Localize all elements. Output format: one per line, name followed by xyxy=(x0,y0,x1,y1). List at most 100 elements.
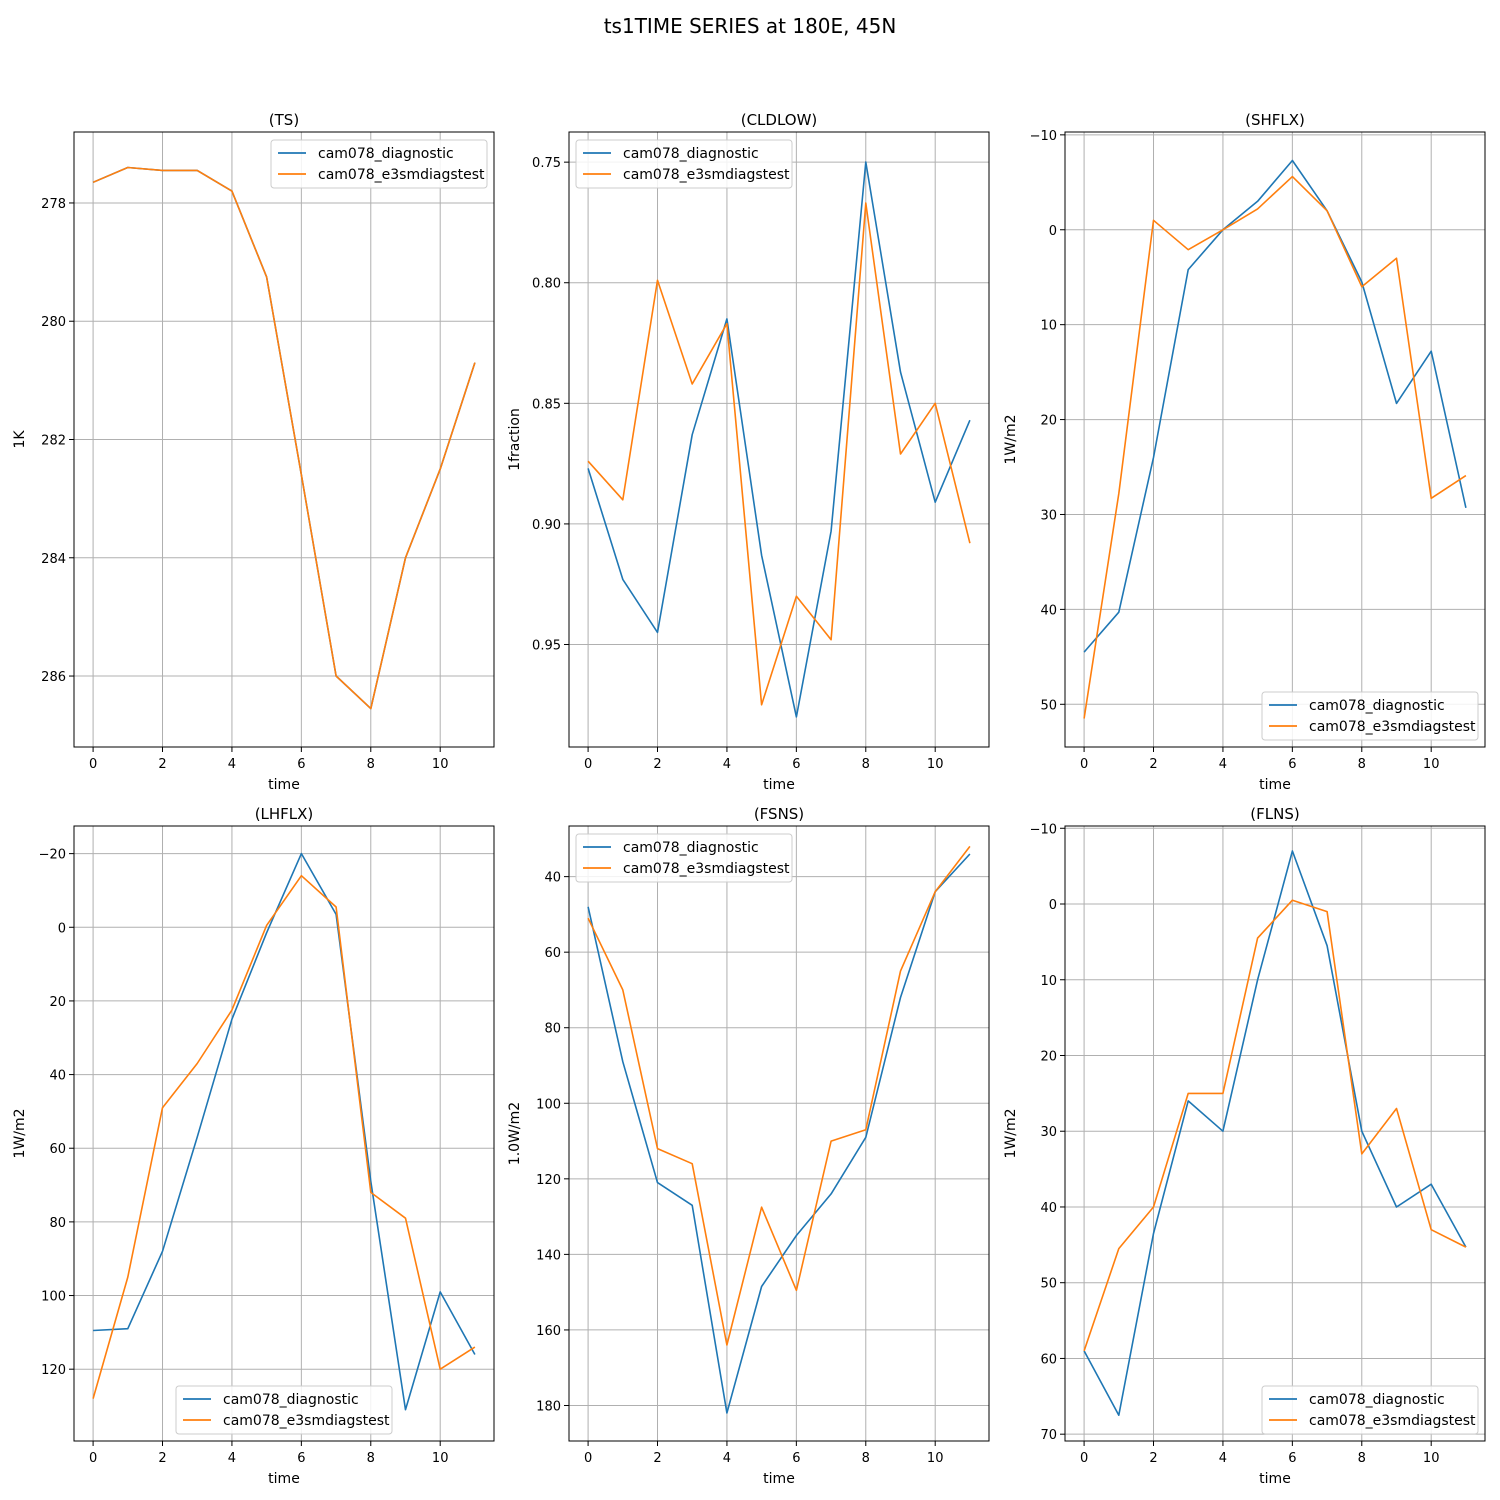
legend-label: cam078_diagnostic xyxy=(1309,1392,1445,1408)
subplot-shflx: 0 2 4 6 8 10 −10 0 10 20 30 40 50 (SHFLX) time 1W/m2 cam… xyxy=(1003,111,1486,793)
y-tick-label: 30 xyxy=(1040,1125,1057,1140)
y-tick-label: 0 xyxy=(1049,898,1057,913)
x-tick-label: 2 xyxy=(1149,757,1157,772)
x-tick-label: 0 xyxy=(584,757,592,772)
subplot-title: (FSNS) xyxy=(754,805,804,823)
series-line-cam078_e3smdiagstest xyxy=(92,874,476,1399)
y-tick-label: 10 xyxy=(1040,319,1057,334)
series-line-cam078_e3smdiagstest xyxy=(587,202,971,706)
y-tick-label: 282 xyxy=(41,434,66,449)
x-axis-label: time xyxy=(268,777,300,793)
subplot-title: (SHFLX) xyxy=(1245,111,1305,129)
legend-box xyxy=(1261,1385,1479,1435)
legend-box xyxy=(1261,691,1479,741)
y-axis-label: 1W/m2 xyxy=(12,1108,28,1158)
legend-box xyxy=(270,139,488,189)
y-tick-label: 60 xyxy=(544,946,561,961)
subplot-flns: 0 2 4 6 8 10 −10 0 10 20 30 40 50 60 70 (FLNS) time 1W/m2… xyxy=(1003,805,1486,1487)
x-axis-label: time xyxy=(268,1471,300,1487)
y-tick-label: 0 xyxy=(58,921,66,936)
x-tick-label: 0 xyxy=(1080,1451,1088,1466)
y-tick-label: 20 xyxy=(1040,414,1057,429)
x-tick-label: 4 xyxy=(723,757,731,772)
series-line-cam078_diagnostic xyxy=(93,852,476,1411)
legend: cam078_diagnostic cam078_e3smdiagstest xyxy=(575,139,793,189)
y-tick-label: 100 xyxy=(41,1290,66,1305)
x-tick-label: 10 xyxy=(1423,757,1440,772)
legend: cam078_diagnostic cam078_e3smdiagstest xyxy=(175,1385,393,1435)
x-tick-label: 10 xyxy=(432,757,449,772)
x-tick-label: 8 xyxy=(367,757,375,772)
series-line-cam078_e3smdiagstest xyxy=(587,845,971,1346)
y-tick-label: 120 xyxy=(41,1363,66,1378)
y-tick-label: 10 xyxy=(1040,974,1057,989)
y-tick-label: 30 xyxy=(1040,508,1057,523)
y-tick-label: 0.80 xyxy=(532,277,561,292)
x-tick-label: 10 xyxy=(1423,1451,1440,1466)
legend-label: cam078_diagnostic xyxy=(623,146,759,162)
y-tick-label: 140 xyxy=(536,1248,561,1263)
y-tick-label: 180 xyxy=(536,1399,561,1414)
legend-label: cam078_e3smdiagstest xyxy=(318,167,485,183)
legend-label: cam078_diagnostic xyxy=(1309,698,1445,714)
y-tick-label: 160 xyxy=(536,1324,561,1339)
x-tick-label: 6 xyxy=(297,757,305,772)
y-tick-label: 100 xyxy=(536,1097,561,1112)
x-tick-label: 10 xyxy=(927,1451,944,1466)
x-tick-label: 0 xyxy=(89,757,97,772)
x-tick-label: 0 xyxy=(1080,757,1088,772)
axes-frame xyxy=(73,825,495,1442)
x-tick-label: 2 xyxy=(1149,1451,1157,1466)
series-line-cam078_diagnostic xyxy=(92,166,476,710)
y-tick-label: 50 xyxy=(1040,698,1057,713)
y-tick-label: 284 xyxy=(41,552,66,567)
x-tick-label: 2 xyxy=(653,1451,661,1466)
y-tick-label: 60 xyxy=(1040,1352,1057,1367)
subplot-title: (TS) xyxy=(269,111,299,129)
y-tick-label: 280 xyxy=(41,315,66,330)
x-tick-label: 6 xyxy=(792,1451,800,1466)
y-tick-label: 40 xyxy=(49,1069,66,1084)
x-tick-label: 4 xyxy=(1219,1451,1227,1466)
legend-label: cam078_e3smdiagstest xyxy=(623,861,790,877)
y-tick-label: 80 xyxy=(544,1022,561,1037)
y-tick-label: 120 xyxy=(536,1173,561,1188)
legend-label: cam078_diagnostic xyxy=(623,840,759,856)
y-axis-label: 1K xyxy=(12,430,28,449)
x-tick-label: 2 xyxy=(653,757,661,772)
y-tick-label: −20 xyxy=(39,848,66,863)
x-axis-label: time xyxy=(763,777,795,793)
series-line-cam078_diagnostic xyxy=(587,853,971,1414)
axes-frame xyxy=(1064,131,1486,748)
y-tick-label: 0.75 xyxy=(532,156,561,171)
legend-box xyxy=(575,139,793,189)
legend-label: cam078_diagnostic xyxy=(318,146,454,162)
y-tick-label: 20 xyxy=(1040,1049,1057,1064)
y-tick-label: 0.90 xyxy=(532,518,561,533)
x-tick-label: 8 xyxy=(862,757,870,772)
x-tick-label: 2 xyxy=(158,1451,166,1466)
subplot-title: (CLDLOW) xyxy=(741,111,818,129)
legend: cam078_diagnostic cam078_e3smdiagstest xyxy=(270,139,488,189)
legend-label: cam078_diagnostic xyxy=(223,1392,359,1408)
axes-frame xyxy=(568,825,990,1442)
y-tick-label: 50 xyxy=(1040,1277,1057,1292)
x-axis-label: time xyxy=(1259,1471,1291,1487)
axes-frame xyxy=(568,131,990,748)
y-tick-label: 80 xyxy=(49,1216,66,1231)
x-tick-label: 6 xyxy=(792,757,800,772)
x-tick-label: 4 xyxy=(723,1451,731,1466)
y-tick-label: −10 xyxy=(1030,822,1057,837)
subplot-cldlow: 0 2 4 6 8 10 0.75 0.80 0.85 0.90 0.95 (CLDLOW) time 1… xyxy=(507,111,990,793)
legend: cam078_diagnostic cam078_e3smdiagstest xyxy=(1261,691,1479,741)
legend-label: cam078_e3smdiagstest xyxy=(623,167,790,183)
y-axis-label: 1fraction xyxy=(507,408,523,471)
x-tick-label: 8 xyxy=(1358,1451,1366,1466)
y-tick-label: 40 xyxy=(544,871,561,886)
y-tick-label: 0 xyxy=(1049,224,1057,239)
subplot-fsns: 0 2 4 6 8 10 40 60 80 100 120 140 160 180 (FSNS) time 1.… xyxy=(507,805,990,1487)
series-line-cam078_diagnostic xyxy=(1083,850,1467,1416)
y-tick-label: 60 xyxy=(49,1142,66,1157)
